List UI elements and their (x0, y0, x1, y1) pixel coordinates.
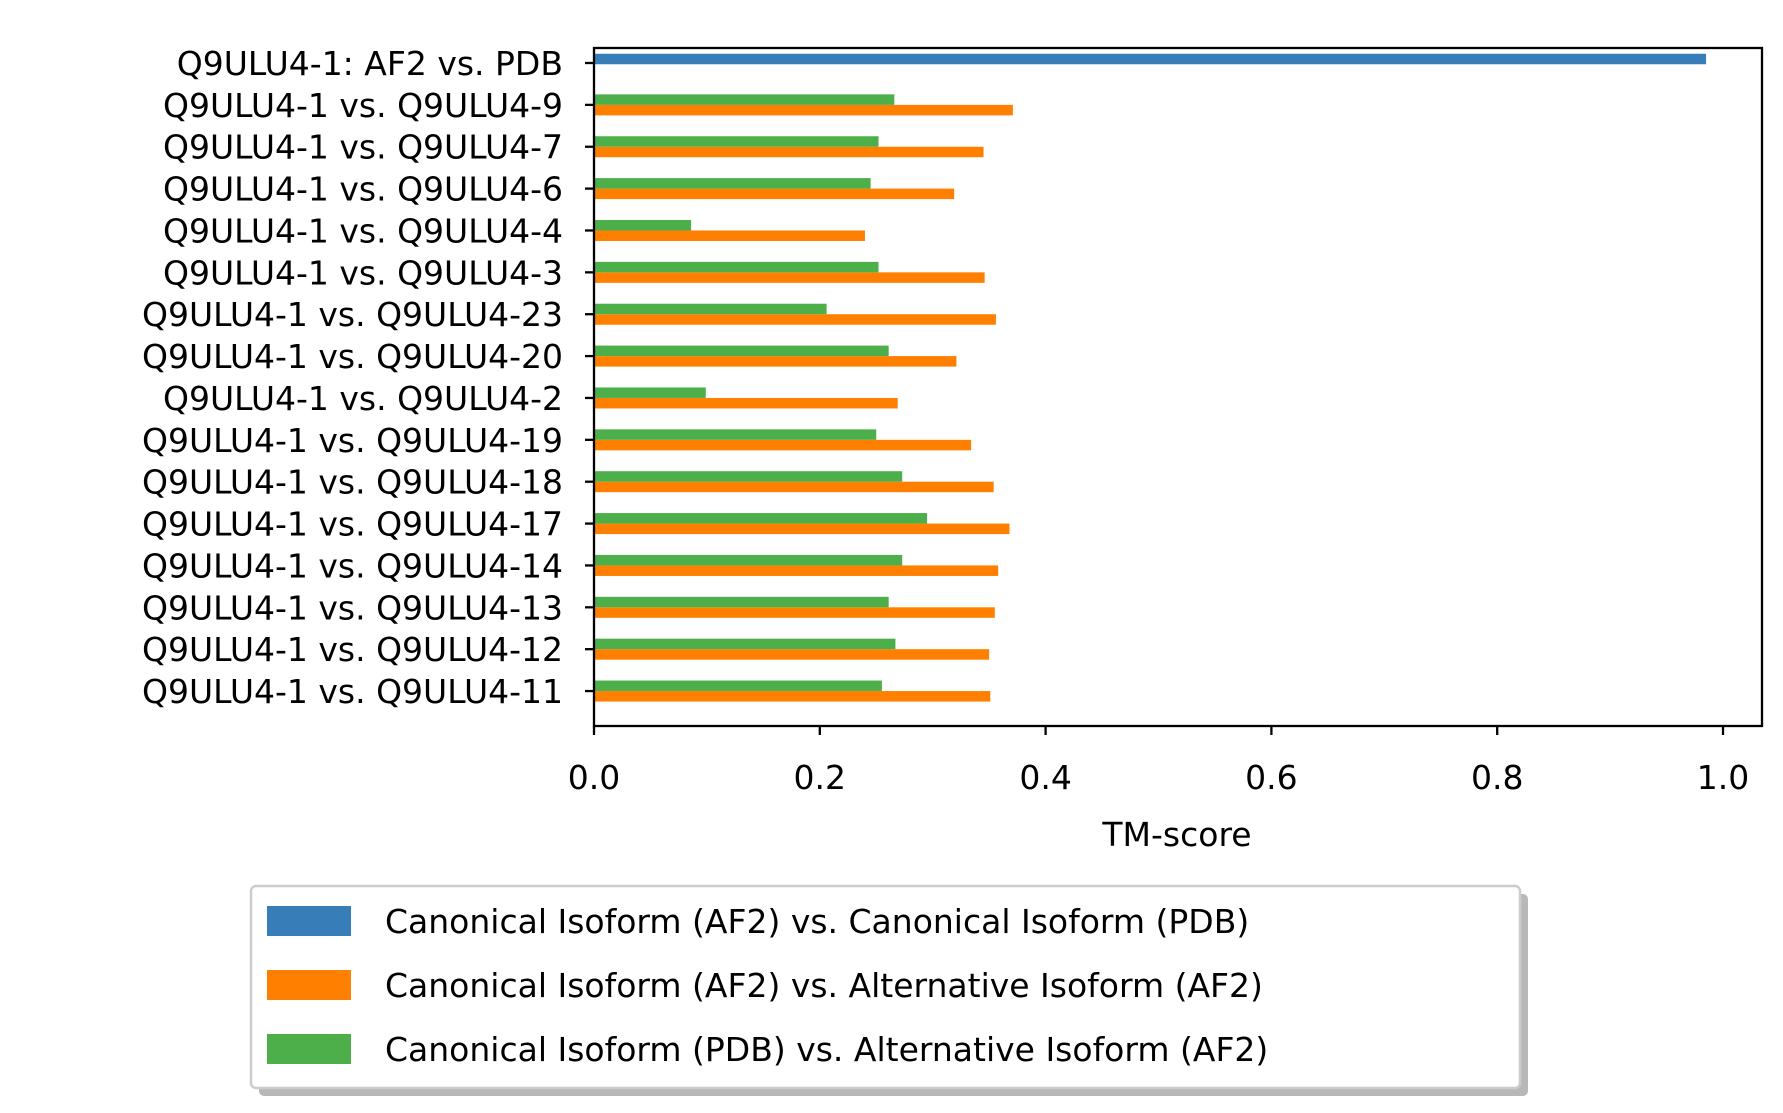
y-tick-label: Q9ULU4-1 vs. Q9ULU4-4 (163, 211, 563, 250)
legend-swatch (267, 970, 351, 1000)
bar-canonical-pdb-vs-alternative-af2 (594, 345, 889, 357)
legend-swatch (267, 906, 351, 936)
bars-layer (594, 53, 1707, 702)
y-tick-label: Q9ULU4-1: AF2 vs. PDB (177, 44, 563, 83)
y-tick-label: Q9ULU4-1 vs. Q9ULU4-18 (142, 463, 563, 502)
bar-canonical-af2-vs-alternative-af2 (594, 523, 1010, 535)
bar-canonical-pdb-vs-alternative-af2 (594, 94, 895, 105)
bar-canonical-pdb-vs-alternative-af2 (594, 596, 889, 608)
y-tick-label: Q9ULU4-1 vs. Q9ULU4-7 (163, 128, 563, 167)
bar-canonical-pdb-vs-alternative-af2 (594, 680, 882, 692)
bar-canonical-af2-vs-alternative-af2 (594, 356, 957, 367)
bar-canonical-af2-vs-alternative-af2 (594, 691, 991, 702)
bar-canonical-pdb-vs-alternative-af2 (594, 261, 879, 273)
y-tick-label: Q9ULU4-1 vs. Q9ULU4-17 (142, 505, 563, 544)
y-tick-label: Q9ULU4-1 vs. Q9ULU4-14 (142, 546, 563, 585)
bar-canonical-af2-vs-alternative-af2 (594, 649, 990, 660)
bar-canonical-af2-vs-alternative-af2 (594, 481, 994, 493)
x-tick-label: 0.8 (1471, 758, 1523, 797)
bar-canonical-af2-vs-alternative-af2 (594, 146, 984, 158)
bar-canonical-pdb-vs-alternative-af2 (594, 638, 896, 650)
x-axis: 0.0 0.2 0.4 0.6 0.8 1.0 (568, 726, 1749, 797)
x-tick-label: 0.4 (1019, 758, 1071, 797)
y-tick-label: Q9ULU4-1 vs. Q9ULU4-19 (142, 421, 563, 460)
bar-canonical-af2-vs-alternative-af2 (594, 272, 985, 283)
x-axis-label: TM-score (1101, 815, 1251, 854)
y-tick-label: Q9ULU4-1 vs. Q9ULU4-6 (163, 170, 563, 209)
legend-box (249, 884, 1522, 1090)
legend-entry-label: Canonical Isoform (AF2) vs. Canonical Is… (385, 902, 1249, 941)
x-tick-label: 0.0 (568, 758, 620, 797)
legend-entry-label: Canonical Isoform (PDB) vs. Alternative … (385, 1030, 1268, 1069)
bar-canonical-af2-vs-alternative-af2 (594, 188, 955, 200)
bar-canonical-pdb-vs-alternative-af2 (594, 554, 903, 566)
y-tick-label: Q9ULU4-1 vs. Q9ULU4-23 (142, 295, 563, 334)
bar-canonical-pdb-vs-alternative-af2 (594, 471, 903, 482)
legend: Canonical Isoform (AF2) vs. Canonical Is… (249, 884, 1528, 1096)
bar-canonical-af2-vs-alternative-af2 (594, 397, 898, 409)
y-tick-label: Q9ULU4-1 vs. Q9ULU4-3 (163, 253, 563, 292)
bar-canonical-af2-vs-alternative-af2 (594, 565, 999, 576)
bar-canonical-af2-vs-alternative-af2 (594, 314, 996, 325)
bar-canonical-pdb-vs-alternative-af2 (594, 387, 706, 398)
bar-canonical-pdb-vs-alternative-af2 (594, 136, 879, 147)
bar-canonical-pdb-vs-alternative-af2 (594, 219, 692, 231)
bar-canonical-af2-vs-alternative-af2 (594, 439, 972, 451)
legend-swatch (267, 1034, 351, 1064)
y-tick-label: Q9ULU4-1 vs. Q9ULU4-9 (163, 86, 563, 125)
y-tick-label: Q9ULU4-1 vs. Q9ULU4-11 (142, 672, 563, 711)
x-tick-label: 1.0 (1697, 758, 1749, 797)
bar-canonical-pdb-vs-alternative-af2 (594, 303, 827, 315)
y-tick-label: Q9ULU4-1 vs. Q9ULU4-2 (163, 379, 563, 418)
x-tick-label: 0.2 (794, 758, 846, 797)
y-tick-label: Q9ULU4-1 vs. Q9ULU4-13 (142, 588, 563, 627)
bar-canonical-pdb-vs-alternative-af2 (594, 178, 871, 189)
axes-frame (592, 46, 1764, 728)
y-tick-label: Q9ULU4-1 vs. Q9ULU4-20 (142, 337, 563, 376)
bar-canonical-af2-vs-alternative-af2 (594, 607, 995, 618)
bar-canonical-af2-vs-alternative-af2 (594, 230, 865, 241)
y-tick-label: Q9ULU4-1 vs. Q9ULU4-12 (142, 630, 563, 669)
bar-canonical-af2-vs-alternative-af2 (594, 104, 1013, 116)
x-tick-label: 0.6 (1245, 758, 1297, 797)
bar-canonical-pdb-vs-alternative-af2 (594, 429, 877, 440)
bar-canonical-af2-vs-pdb (594, 53, 1707, 65)
legend-entry-label: Canonical Isoform (AF2) vs. Alternative … (385, 966, 1263, 1005)
bar-canonical-pdb-vs-alternative-af2 (594, 513, 928, 524)
